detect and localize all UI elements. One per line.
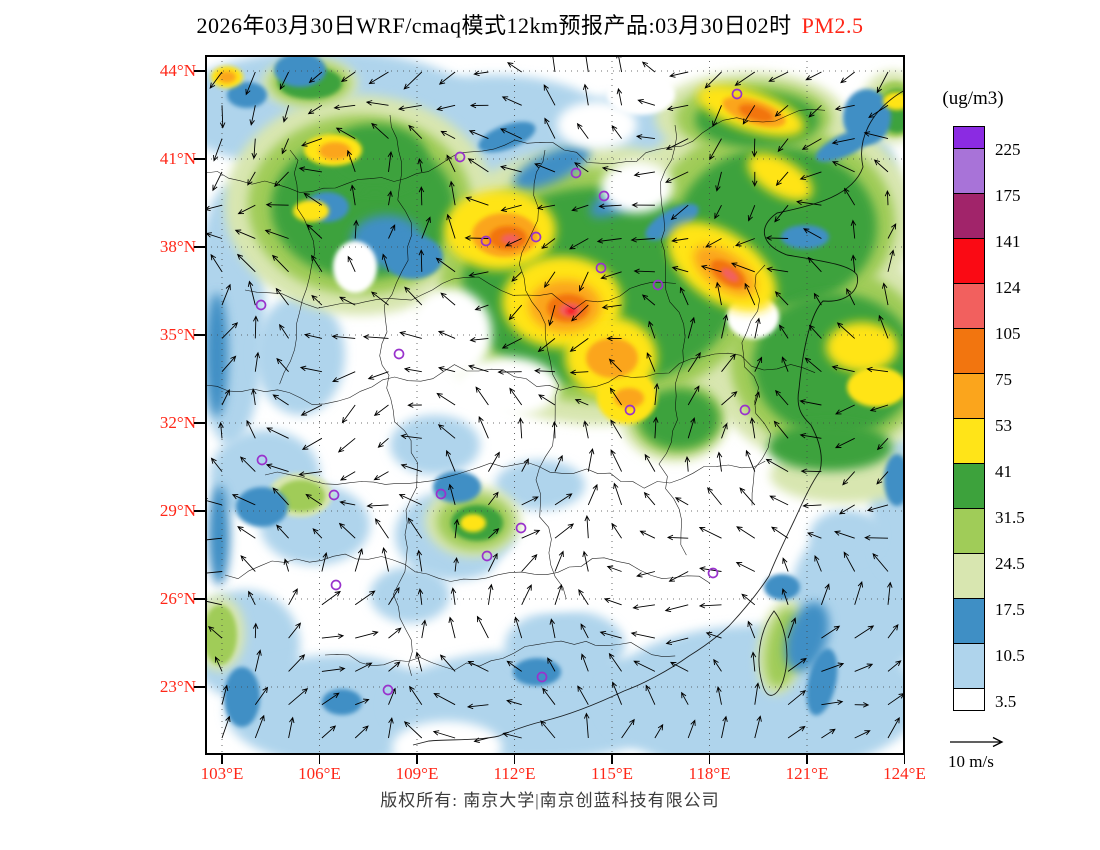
colorbar-swatch xyxy=(953,463,985,509)
lon-axis-tick xyxy=(416,755,418,764)
copyright-text: 版权所有: 南京大学|南京创蓝科技有限公司 xyxy=(380,791,720,810)
city-marker xyxy=(328,489,340,501)
lat-tick-label: 32°N xyxy=(159,413,196,432)
lon-axis-tick xyxy=(708,755,711,764)
lat-tick-label: 35°N xyxy=(159,325,196,344)
plot-title-main: 2026年03月30日WRF/cmaq模式12km预报产品:03月30日02时 xyxy=(196,13,792,38)
lon-tick-label: 124°E xyxy=(883,764,926,783)
city-marker xyxy=(454,151,466,163)
lat-tick-label: 41°N xyxy=(159,149,196,168)
colorbar-tick-label: 3.5 xyxy=(995,692,1017,711)
colorbar-tick-label: 31.5 xyxy=(995,508,1025,527)
city-marker xyxy=(652,279,664,291)
city-marker xyxy=(536,671,548,683)
lat-axis-tick xyxy=(194,598,205,600)
wind-reference-label: 10 m/s xyxy=(948,752,994,771)
city-marker xyxy=(598,190,610,202)
city-marker xyxy=(393,348,405,360)
colorbar-swatch xyxy=(953,508,985,554)
lat-axis-tick xyxy=(194,246,205,248)
city-marker xyxy=(480,235,492,247)
colorbar: 225 175 141 124 105 75 53 41 31.5 24.5 17.5 10.5 3.5 xyxy=(953,126,1053,711)
city-marker xyxy=(330,579,342,591)
colorbar-swatch xyxy=(953,328,985,374)
lon-axis-tick xyxy=(221,755,223,764)
lon-axis-tick xyxy=(903,755,906,764)
city-markers-layer xyxy=(255,88,751,696)
colorbar-unit-label: (ug/m3) xyxy=(942,88,1004,109)
colorbar-tick-label: 75 xyxy=(995,370,1012,389)
lat-axis-tick xyxy=(194,70,205,72)
lon-axis-tick xyxy=(318,755,321,764)
colorbar-swatch xyxy=(953,283,985,329)
colorbar-swatch xyxy=(953,193,985,239)
lon-tick-label: 112°E xyxy=(493,764,536,783)
city-marker xyxy=(256,454,268,466)
colorbar-tick-label: 10.5 xyxy=(995,646,1025,665)
lon-tick-label: 109°E xyxy=(395,764,439,783)
colorbar-swatch xyxy=(953,643,985,689)
colorbar-swatch xyxy=(953,553,985,599)
lon-axis-tick xyxy=(611,755,613,764)
colorbar-tick-label: 175 xyxy=(995,186,1021,205)
lat-axis-tick xyxy=(194,422,205,424)
colorbar-tick-label: 17.5 xyxy=(995,600,1025,619)
colorbar-tick-label: 141 xyxy=(995,232,1021,251)
lon-tick-label: 118°E xyxy=(688,764,731,783)
colorbar-tick-label: 53 xyxy=(995,416,1012,435)
lat-tick-label: 29°N xyxy=(159,501,196,520)
colorbar-tick-label: 124 xyxy=(995,278,1021,297)
map-canvas xyxy=(205,55,905,755)
city-marker xyxy=(481,550,493,562)
city-marker xyxy=(731,88,743,100)
city-marker xyxy=(530,231,542,243)
colorbar-swatch xyxy=(953,148,985,194)
colorbar-swatch xyxy=(953,126,985,149)
wind-arrows-layer xyxy=(205,55,905,743)
lat-axis-tick xyxy=(194,158,205,160)
city-marker xyxy=(382,684,394,696)
colorbar-swatch xyxy=(953,238,985,284)
colorbar-tick-label: 41 xyxy=(995,462,1012,481)
wind-reference-arrow xyxy=(950,736,1004,748)
city-marker xyxy=(515,522,527,534)
city-marker xyxy=(255,299,267,311)
lon-axis-tick xyxy=(513,755,516,764)
city-marker xyxy=(707,567,719,579)
lat-tick-label: 44°N xyxy=(159,61,196,80)
colorbar-tick-label: 24.5 xyxy=(995,554,1025,573)
lat-axis-tick xyxy=(194,334,205,336)
lat-tick-label: 23°N xyxy=(159,677,196,696)
lat-axis-tick xyxy=(194,510,205,512)
species-label: PM2.5 xyxy=(801,13,864,38)
colorbar-swatch xyxy=(953,373,985,419)
lon-tick-label: 106°E xyxy=(298,764,341,783)
plot-title: 2026年03月30日WRF/cmaq模式12km预报产品:03月30日02时 P… xyxy=(0,8,1060,40)
city-marker xyxy=(435,488,447,500)
colorbar-swatch xyxy=(953,688,985,711)
lon-tick-label: 103°E xyxy=(200,764,244,783)
map-frame xyxy=(205,55,905,755)
lat-tick-label: 26°N xyxy=(159,589,196,608)
colorbar-tick-label: 225 xyxy=(995,140,1021,159)
colorbar-tick-label: 105 xyxy=(995,324,1021,343)
city-marker xyxy=(739,404,751,416)
colorbar-swatch xyxy=(953,418,985,464)
city-marker xyxy=(570,167,582,179)
pm25-field-layer xyxy=(205,55,905,755)
colorbar-swatch xyxy=(953,598,985,644)
lat-tick-label: 38°N xyxy=(159,237,196,256)
city-marker xyxy=(595,262,607,274)
lon-tick-label: 121°E xyxy=(785,764,829,783)
city-marker xyxy=(624,404,636,416)
pm25-map-svg xyxy=(205,55,905,755)
lon-tick-label: 115°E xyxy=(590,764,634,783)
lon-axis-tick xyxy=(806,755,808,764)
lat-axis-tick xyxy=(194,686,205,688)
